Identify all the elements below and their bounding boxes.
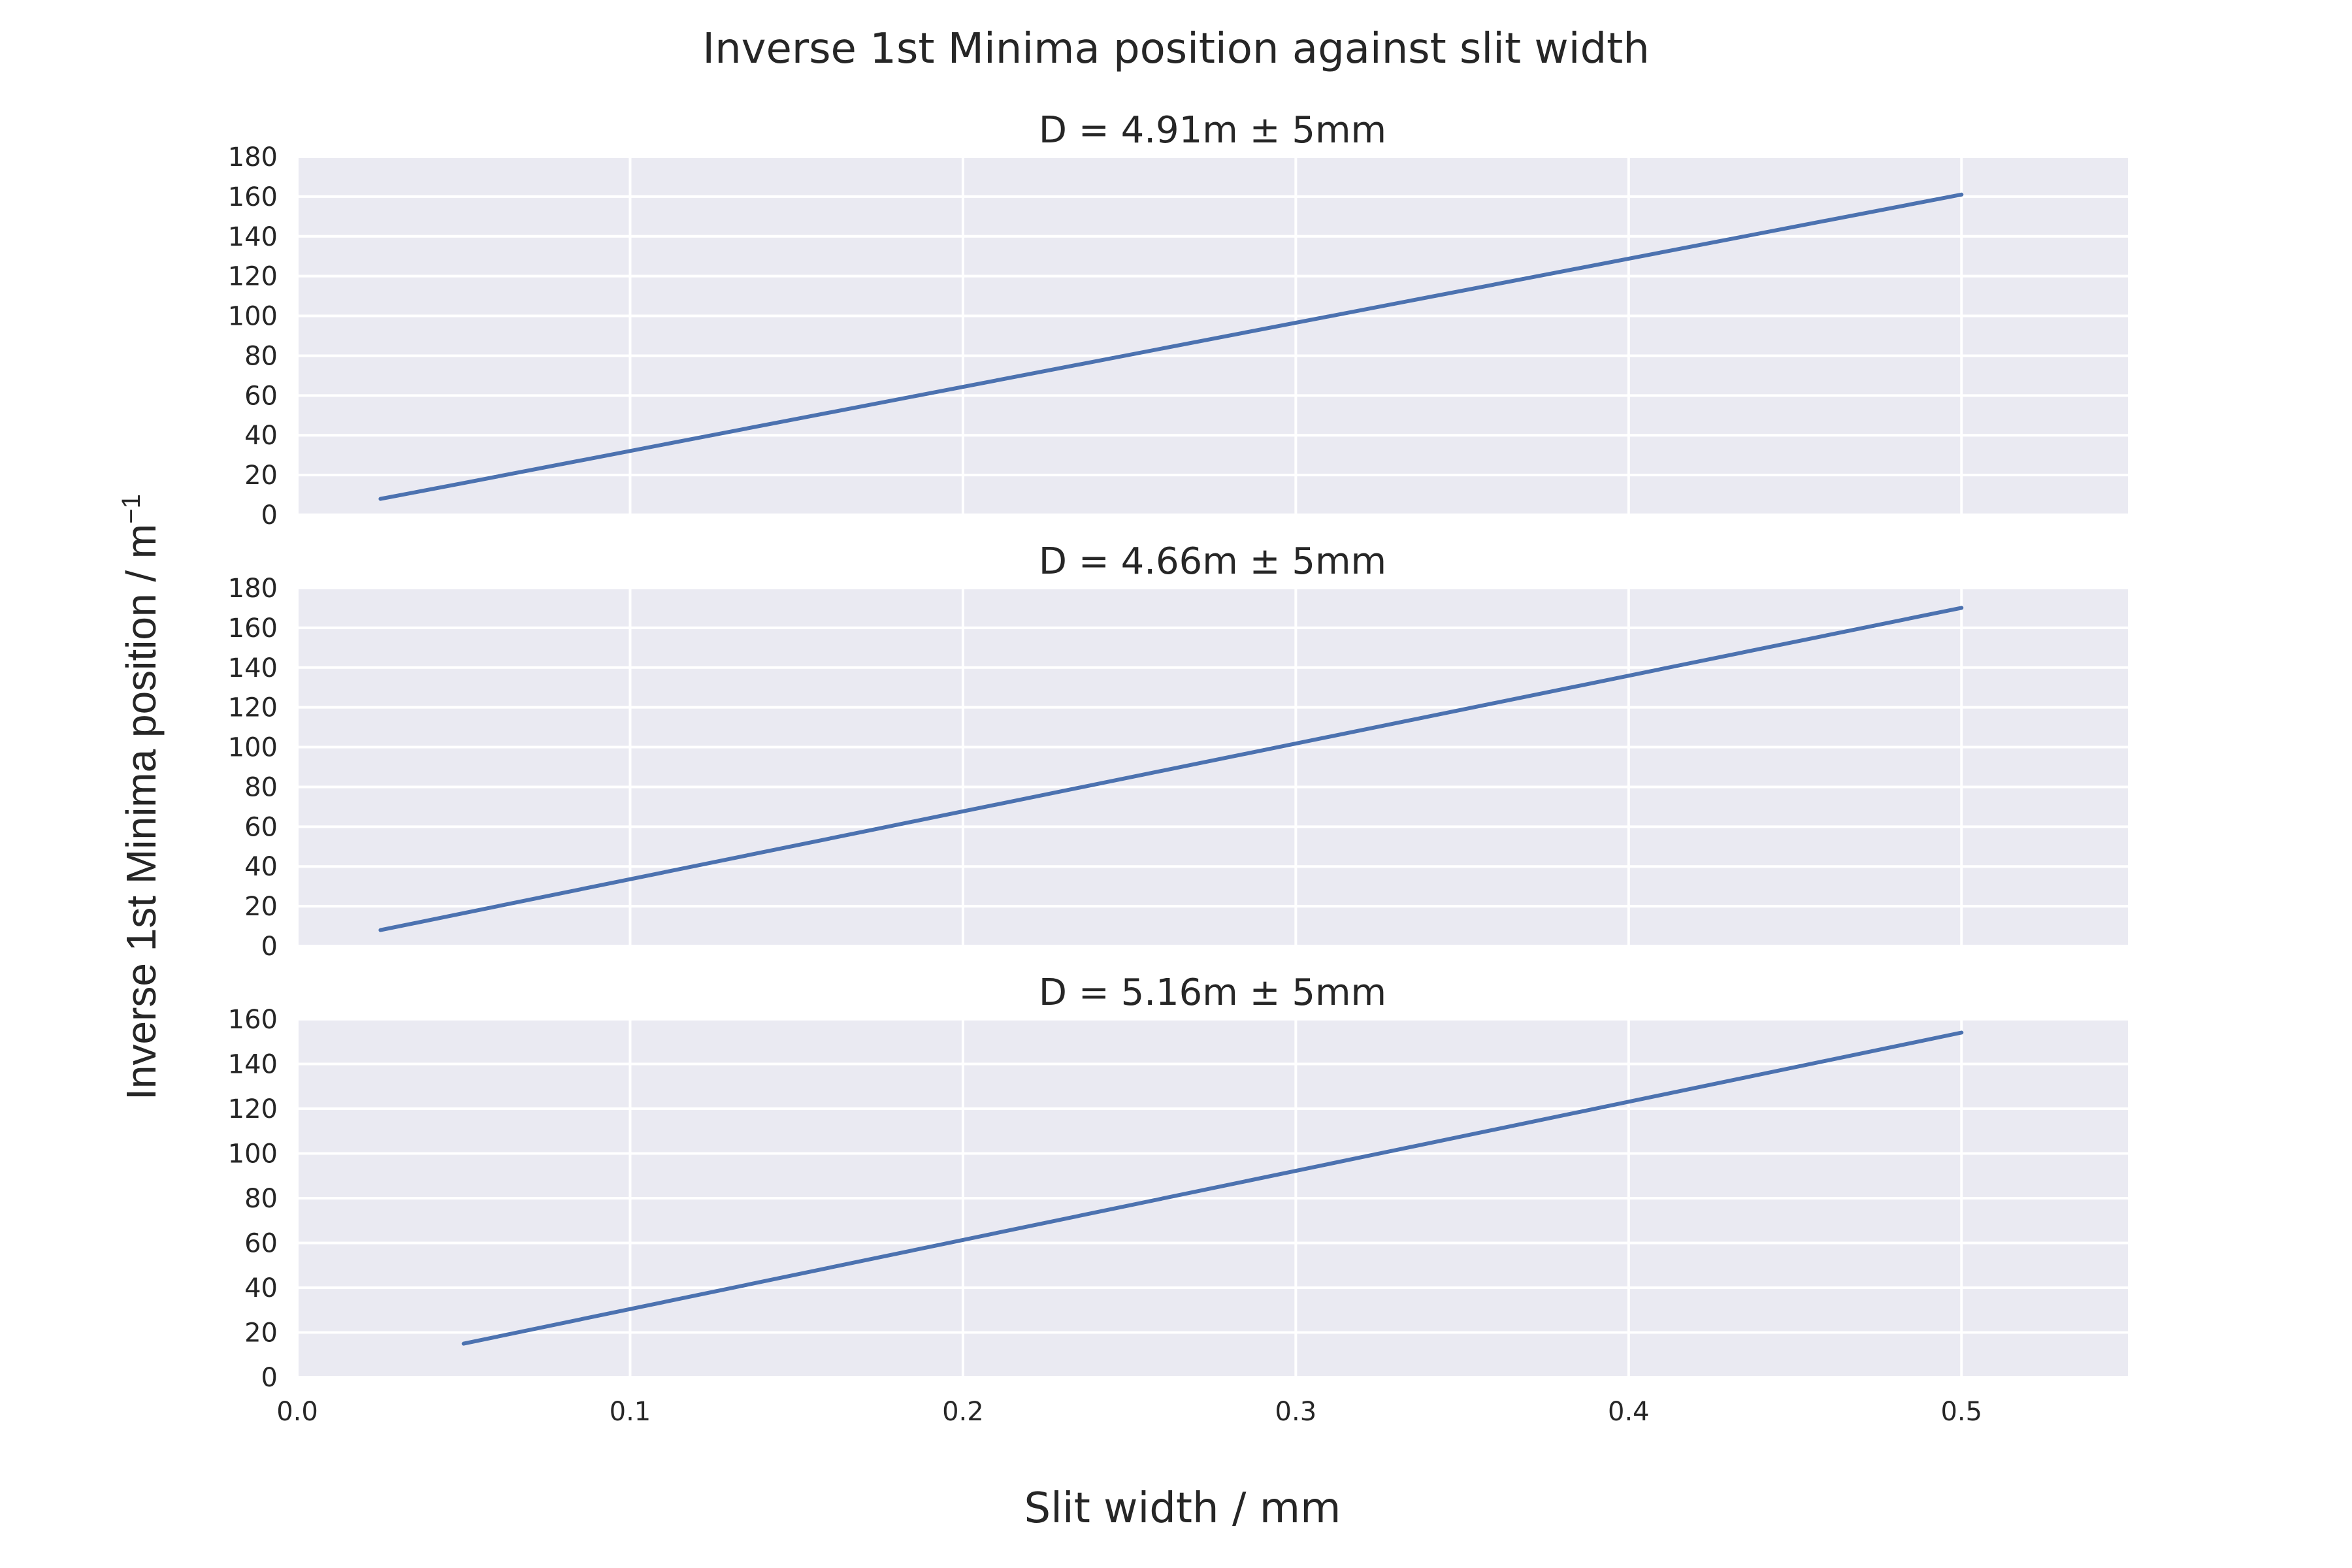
- series-line: [461, 1030, 1964, 1346]
- subplot-title: D = 4.66m ± 5mm: [1039, 540, 1386, 583]
- y-tick-label: 100: [228, 302, 278, 332]
- y-tick-label: 0: [261, 500, 278, 531]
- x-tick-label: 0.1: [610, 1397, 651, 1427]
- y-tick-label: 20: [244, 1318, 278, 1348]
- x-axis-label: Slit width / mm: [1024, 1484, 1341, 1533]
- y-tick-label: 160: [228, 182, 278, 212]
- x-tick-label: 0.4: [1608, 1397, 1650, 1427]
- y-tick-label: 60: [244, 381, 278, 411]
- y-tick-label: 80: [244, 772, 278, 802]
- y-tick-label: 120: [228, 262, 278, 292]
- subplot-title: D = 5.16m ± 5mm: [1039, 972, 1386, 1014]
- y-tick-label: 140: [228, 222, 278, 252]
- y-tick-label: 80: [244, 341, 278, 371]
- y-tick-label: 0: [261, 1363, 278, 1393]
- subplot-3: 0 20 40 60 80 100 120 140 160 0.0 0.1 0.2 0.3 0.4 0.5 D…: [228, 972, 2128, 1427]
- y-tick-label: 140: [228, 653, 278, 683]
- y-tick-label: 140: [228, 1050, 278, 1080]
- y-axis-label-superscript: −1: [117, 494, 146, 524]
- y-tick-label: 100: [228, 733, 278, 763]
- y-tick-label: 0: [261, 932, 278, 962]
- y-tick-label: 180: [228, 574, 278, 604]
- y-tick-label: 60: [244, 1229, 278, 1259]
- y-tick-label: 120: [228, 1094, 278, 1124]
- y-axis-label-text: Inverse 1st Minima position / m: [118, 524, 165, 1100]
- y-tick-label: 160: [228, 1005, 278, 1035]
- y-tick-label: 120: [228, 693, 278, 723]
- series-line: [378, 606, 1964, 932]
- y-tick-label: 40: [244, 1273, 278, 1303]
- y-tick-label: 20: [244, 892, 278, 922]
- x-tick-label: 0.3: [1275, 1397, 1317, 1427]
- series-line: [378, 192, 1964, 501]
- y-tick-label: 100: [228, 1139, 278, 1169]
- y-tick-label: 60: [244, 812, 278, 842]
- y-tick-label: 40: [244, 421, 278, 451]
- subplot-2: 0 20 40 60 80 100 120 140 160 180 D = 4.66m ± 5mm: [228, 540, 2128, 962]
- y-tick-label: 20: [244, 461, 278, 491]
- y-tick-label: 40: [244, 852, 278, 882]
- y-axis-label: Inverse 1st Minima position / m−1: [117, 494, 165, 1100]
- x-tick-label: 0.5: [1940, 1397, 1982, 1427]
- y-tick-label: 80: [244, 1184, 278, 1214]
- subplot-1: 0 20 40 60 80 100 120 140 160 180 D = 4.91m ± 5mm: [228, 109, 2128, 531]
- x-tick-label: 0.0: [276, 1397, 318, 1427]
- subplot-title: D = 4.91m ± 5mm: [1039, 109, 1386, 152]
- y-tick-label: 180: [228, 142, 278, 172]
- x-tick-label: 0.2: [942, 1397, 984, 1427]
- y-tick-label: 160: [228, 613, 278, 644]
- figure-title: Inverse 1st Minima position against slit…: [702, 25, 1650, 73]
